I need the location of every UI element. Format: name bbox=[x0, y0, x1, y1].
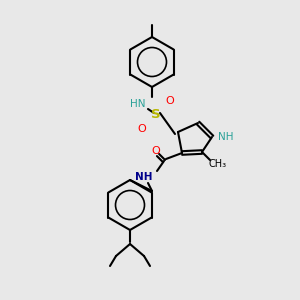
Text: O: O bbox=[138, 124, 146, 134]
Text: CH₃: CH₃ bbox=[209, 159, 227, 169]
Text: HN: HN bbox=[130, 99, 146, 109]
Text: NH: NH bbox=[135, 172, 153, 182]
Text: O: O bbox=[152, 146, 160, 156]
Text: NH: NH bbox=[218, 132, 234, 142]
Text: S: S bbox=[151, 109, 161, 122]
Text: O: O bbox=[166, 96, 174, 106]
